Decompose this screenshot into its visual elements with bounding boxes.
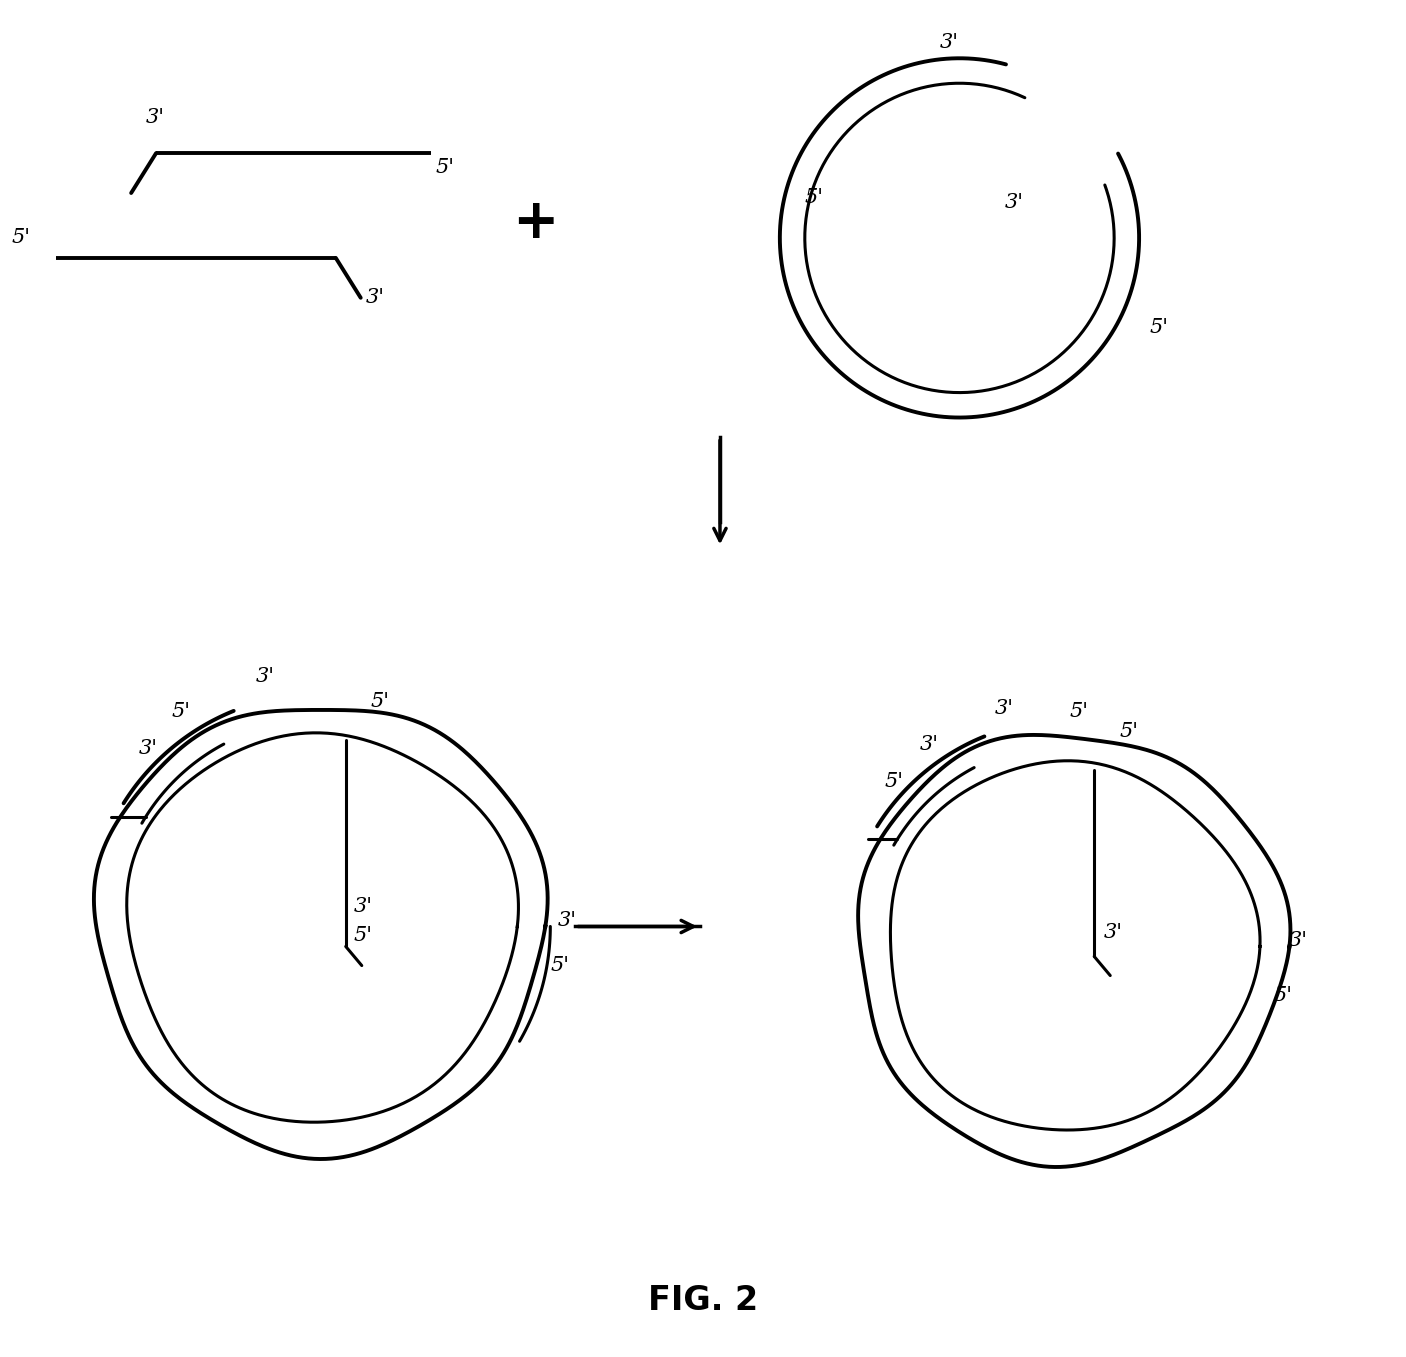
Text: 3': 3' <box>256 668 276 687</box>
Text: 3': 3' <box>994 699 1014 718</box>
Text: 3': 3' <box>920 735 939 754</box>
Text: 3': 3' <box>1289 931 1308 950</box>
Text: 5': 5' <box>354 927 373 946</box>
Text: 5': 5' <box>371 692 389 711</box>
Text: 3': 3' <box>139 738 157 757</box>
Text: 5': 5' <box>1149 318 1168 337</box>
Text: 5': 5' <box>436 157 454 176</box>
Text: 5': 5' <box>11 228 31 247</box>
Text: 3': 3' <box>939 34 959 53</box>
Text: 5': 5' <box>1274 987 1294 1006</box>
Text: 3': 3' <box>366 288 385 307</box>
Text: 5': 5' <box>804 189 824 208</box>
Text: 3': 3' <box>557 912 576 931</box>
Text: 3': 3' <box>1004 193 1024 212</box>
Text: FIG. 2: FIG. 2 <box>648 1284 758 1318</box>
Text: 5': 5' <box>1119 722 1137 741</box>
Text: 3': 3' <box>354 897 373 916</box>
Text: 3': 3' <box>1104 924 1123 943</box>
Text: 5': 5' <box>884 772 904 791</box>
Text: 5': 5' <box>550 957 569 976</box>
Text: 5': 5' <box>1069 702 1088 721</box>
Text: +: + <box>512 195 558 250</box>
Text: 3': 3' <box>146 109 165 128</box>
Text: 5': 5' <box>172 702 190 721</box>
